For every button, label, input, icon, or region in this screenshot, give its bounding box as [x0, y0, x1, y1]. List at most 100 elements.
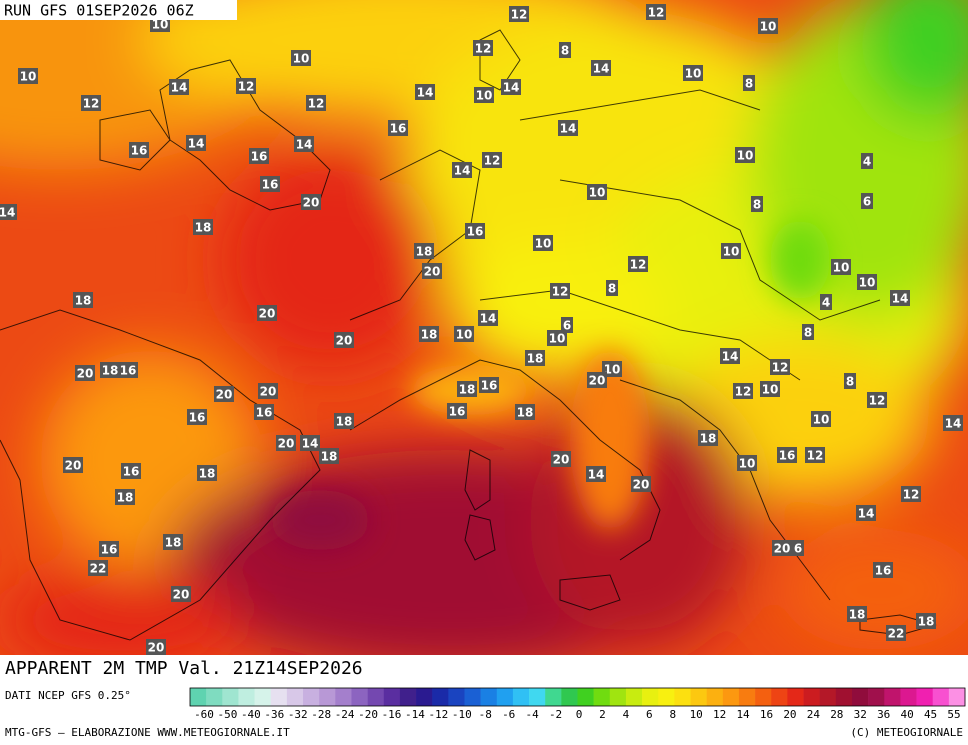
label-box [561, 317, 573, 333]
temperature-label: 18 [165, 536, 182, 550]
label-box [249, 148, 269, 164]
legend-swatch [286, 688, 304, 706]
label-box [770, 359, 790, 375]
temperature-label: 14 [480, 312, 497, 326]
legend-swatch [270, 688, 288, 706]
legend-swatch [900, 688, 917, 706]
temperature-label: 10 [549, 332, 566, 346]
label-box [751, 196, 763, 212]
temperature-label: 10 [739, 457, 756, 471]
temperature-label: 12 [484, 154, 501, 168]
legend-swatch [771, 688, 788, 706]
legend-swatch [884, 688, 901, 706]
legend-label: -20 [358, 708, 378, 721]
legend-label: 16 [760, 708, 773, 721]
temperature-label: 18 [416, 245, 433, 259]
title-box [0, 655, 413, 683]
label-box [197, 465, 217, 481]
temperature-label: 12 [238, 80, 255, 94]
legend-swatch [335, 688, 352, 706]
legend-label: -14 [405, 708, 425, 721]
temperature-label: 20 [424, 265, 441, 279]
label-box [733, 383, 753, 399]
label-box [478, 310, 498, 326]
temperature-label: 10 [859, 276, 876, 290]
legend-swatch [448, 688, 465, 706]
temperature-label: 12 [552, 285, 569, 299]
label-box [169, 79, 189, 95]
label-box [943, 415, 963, 431]
temperature-label: 18 [321, 450, 338, 464]
temperature-label: 12 [807, 449, 824, 463]
label-box [721, 243, 741, 259]
label-box [187, 409, 207, 425]
legend-label: -8 [479, 708, 492, 721]
source-text: DATI NCEP GFS 0.25° [5, 689, 131, 702]
temperature-label: 10 [20, 70, 37, 84]
color-legend: -60 -50 -40 -36 -32 -28 -24 -20 -16 -14 -12 -10 -8 -6… [189, 687, 966, 721]
label-box [301, 194, 321, 210]
legend-label: -12 [428, 708, 448, 721]
label-box [533, 235, 553, 251]
temperature-label: 10 [589, 186, 606, 200]
label-box [63, 457, 83, 473]
credit-text: MTG-GFS — ELABORAZIONE WWW.METEOGIORNALE… [5, 726, 290, 739]
label-box [873, 562, 893, 578]
temperature-label: 16 [390, 122, 407, 136]
temperature-label: 10 [456, 328, 473, 342]
label-box [901, 486, 921, 502]
temperature-label: 14 [892, 292, 909, 306]
temperature-label: 14 [454, 164, 471, 178]
label-box [422, 263, 442, 279]
label-box [473, 40, 493, 56]
label-box [129, 142, 149, 158]
temperature-label: 18 [421, 328, 438, 342]
legend-swatch [625, 688, 643, 706]
temperature-label: 4 [863, 155, 871, 169]
label-box [735, 147, 755, 163]
label-box [73, 292, 93, 308]
legend-swatch [690, 688, 707, 706]
temperature-label: 18 [336, 415, 353, 429]
label-box [0, 204, 17, 220]
label-box [743, 75, 755, 91]
temperature-label: 16 [256, 406, 273, 420]
temperature-label: 12 [511, 8, 528, 22]
legend-swatch [819, 688, 837, 706]
label-box [867, 392, 887, 408]
temperature-label: 8 [561, 44, 569, 58]
legend-swatch [432, 688, 449, 706]
temperature-label: 18 [527, 352, 544, 366]
legend-swatch [868, 688, 885, 706]
temperature-label: 10 [152, 18, 169, 32]
temperature-label: 12 [83, 97, 100, 111]
legend-label: -6 [502, 708, 515, 721]
legend-swatch [351, 688, 368, 706]
legend-swatch [399, 688, 417, 706]
label-box [587, 184, 607, 200]
legend-swatch [222, 688, 239, 706]
label-box [886, 625, 906, 641]
legend-swatch [416, 688, 433, 706]
legend-label: 45 [924, 708, 937, 721]
label-box [186, 135, 206, 151]
label-box [820, 294, 832, 310]
legend-swatch [577, 688, 594, 706]
legend-swatch [383, 688, 401, 706]
temperature-label: 4 [822, 296, 830, 310]
legend-swatch [319, 688, 336, 706]
label-box [294, 136, 314, 152]
label-box [792, 540, 804, 556]
temperature-label: 18 [517, 406, 534, 420]
temperature-label: 12 [308, 97, 325, 111]
temperature-label: 20 [774, 542, 791, 556]
temperature-label: 10 [737, 149, 754, 163]
label-box [698, 430, 718, 446]
temperature-label: 14 [588, 468, 605, 482]
label-box [777, 447, 797, 463]
temperature-label: 12 [475, 42, 492, 56]
label-box [171, 586, 191, 602]
temperature-label: 8 [804, 326, 812, 340]
temperature-label: 18 [700, 432, 717, 446]
